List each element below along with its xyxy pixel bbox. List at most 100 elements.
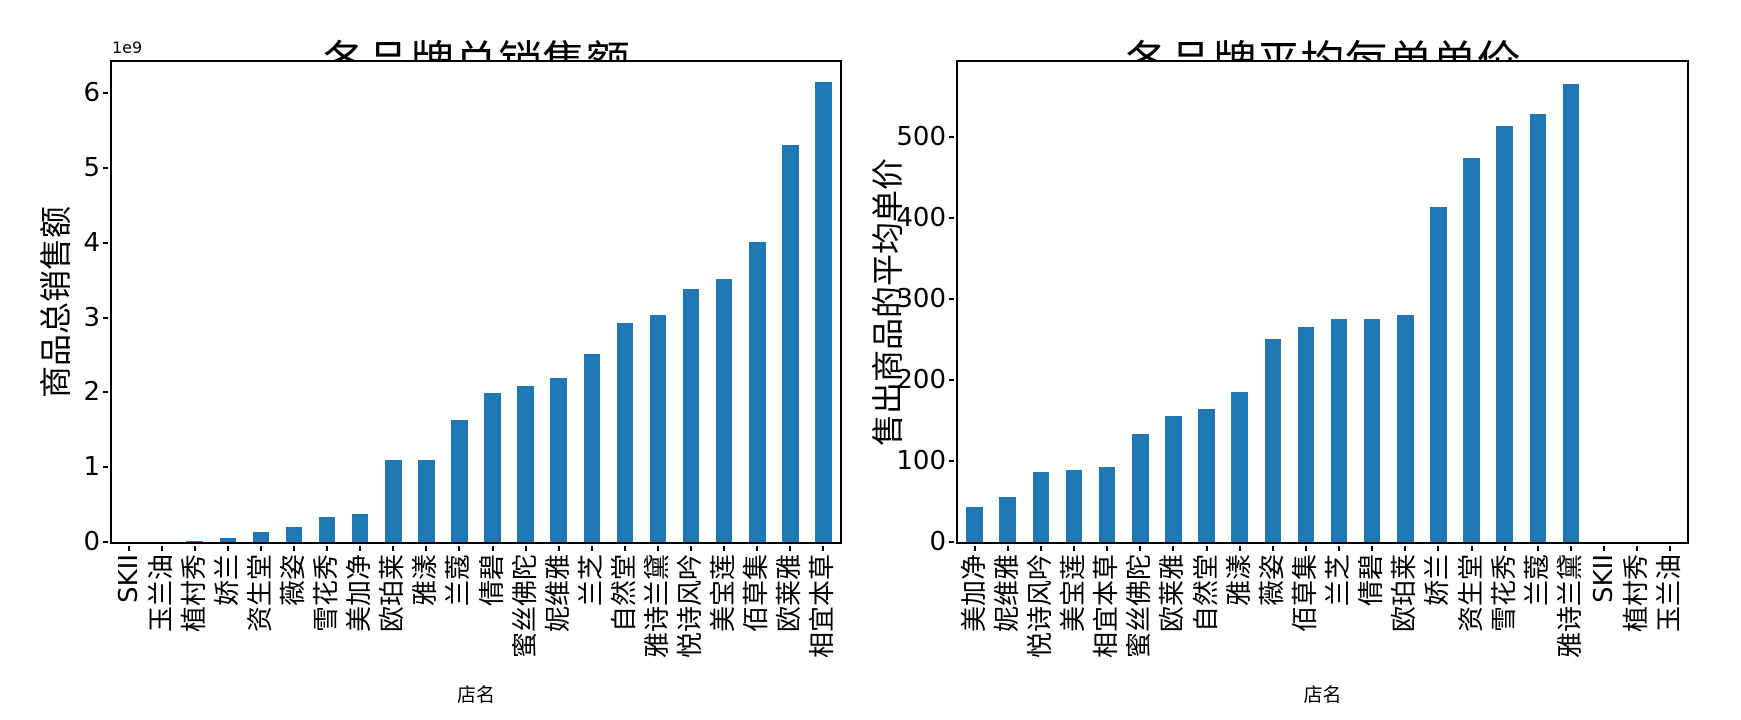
x-tick-mark xyxy=(193,546,196,551)
bar xyxy=(186,541,203,542)
x-tick-label: 悦诗风吟 xyxy=(676,554,707,659)
x-tick-mark xyxy=(1338,546,1341,551)
x-tick-mark xyxy=(690,546,693,551)
x-tick-mark xyxy=(293,546,295,551)
x-axis-label: 店名 xyxy=(1303,684,1342,706)
bar xyxy=(966,507,983,542)
y-tick-mark xyxy=(103,167,108,170)
y-axis-offset-text: 1e9 xyxy=(112,38,143,57)
x-tick-mark xyxy=(160,546,163,551)
x-tick-label: 兰芝 xyxy=(576,554,607,607)
y-tick-mark xyxy=(103,391,108,394)
bar xyxy=(451,420,468,542)
x-tick-mark xyxy=(127,546,130,551)
y-tick-label: 0 xyxy=(83,527,100,557)
x-tick-mark xyxy=(1470,546,1473,551)
y-tick-mark xyxy=(103,92,108,95)
y-tick-label: 200 xyxy=(896,365,946,396)
x-tick-label: 欧莱雅 xyxy=(775,554,806,633)
y-tick-mark xyxy=(949,217,954,220)
bar xyxy=(418,460,435,542)
x-tick-mark xyxy=(1172,546,1175,551)
bar xyxy=(649,315,667,542)
x-tick-label: 蜜丝佛陀 xyxy=(510,554,541,659)
y-tick-label: 6 xyxy=(83,78,100,109)
bar xyxy=(1529,114,1547,542)
y-tick-label: 3 xyxy=(83,302,100,333)
x-tick-mark xyxy=(789,546,792,551)
x-tick-label: 植村秀 xyxy=(1622,554,1653,633)
bar xyxy=(1065,470,1083,542)
bar xyxy=(219,538,237,542)
y-tick-mark xyxy=(103,541,108,543)
bar xyxy=(1231,392,1248,542)
x-tick-label: 植村秀 xyxy=(179,554,210,633)
bar xyxy=(1430,207,1447,542)
x-tick-label: 悦诗风吟 xyxy=(1025,554,1056,659)
x-tick-mark xyxy=(1205,546,1208,551)
bar xyxy=(1496,126,1514,542)
bar xyxy=(385,460,402,542)
x-tick-mark xyxy=(458,546,461,551)
x-tick-mark xyxy=(1006,546,1009,551)
x-tick-label: 娇兰 xyxy=(1423,554,1454,607)
x-tick-label: 美加净 xyxy=(959,554,990,633)
x-tick-mark xyxy=(590,546,593,551)
y-axis-label: 商品总销售额 xyxy=(37,205,75,399)
x-tick-mark xyxy=(1536,546,1539,551)
y-tick-label: 4 xyxy=(83,227,100,258)
bar xyxy=(550,378,567,542)
x-tick-mark xyxy=(1636,546,1639,551)
x-tick-mark xyxy=(657,546,659,551)
y-tick-mark xyxy=(103,466,108,469)
x-tick-label: 薇姿 xyxy=(279,554,309,607)
y-tick-label: 500 xyxy=(896,122,946,153)
y-tick-label: 300 xyxy=(896,284,946,315)
x-tick-mark xyxy=(1072,546,1075,551)
x-tick-mark xyxy=(973,546,976,551)
x-axis-label: 店名 xyxy=(456,684,495,706)
x-tick-label: 雅诗兰黛 xyxy=(1556,554,1587,659)
x-tick-label: 薇姿 xyxy=(1257,554,1288,607)
x-tick-label: SKII xyxy=(113,554,144,603)
x-tick-mark xyxy=(425,546,428,551)
bar xyxy=(484,393,501,542)
x-tick-mark xyxy=(1603,546,1606,551)
bar xyxy=(1198,409,1215,542)
x-tick-label: 倩碧 xyxy=(477,554,508,607)
x-tick-mark xyxy=(1238,546,1241,551)
x-tick-mark xyxy=(1271,546,1274,551)
bar xyxy=(1032,472,1050,542)
bar xyxy=(1330,319,1348,542)
bar xyxy=(1098,467,1116,542)
y-tick-mark xyxy=(103,316,108,319)
x-tick-mark xyxy=(623,546,626,551)
x-tick-mark xyxy=(1039,546,1042,551)
x-tick-mark xyxy=(392,546,395,551)
y-tick-label: 400 xyxy=(896,203,946,234)
x-tick-mark xyxy=(1404,546,1407,551)
plot-area: 0 100 200 300 400 500 美加净 妮维雅 悦诗风吟 美宝莲 相宜本草 蜜丝佛陀 欧莱雅… xyxy=(896,60,1689,658)
x-tick-label: 娇兰 xyxy=(212,554,243,607)
bar xyxy=(1562,84,1580,542)
x-tick-label: 雪花秀 xyxy=(1489,554,1520,633)
x-tick-mark xyxy=(1106,546,1109,551)
x-tick-label: 妮维雅 xyxy=(543,554,574,633)
y-tick-mark xyxy=(949,460,954,463)
x-tick-label: SKII xyxy=(1589,554,1620,603)
y-tick-mark xyxy=(949,541,954,543)
bar xyxy=(1264,339,1282,542)
bar xyxy=(1463,158,1480,542)
x-tick-label: 倩碧 xyxy=(1357,554,1388,607)
bar xyxy=(682,289,700,542)
x-tick-label: 雅漾 xyxy=(1224,554,1255,607)
x-tick-label: 美加净 xyxy=(345,554,376,633)
x-tick-mark xyxy=(1669,546,1672,551)
x-tick-label: 妮维雅 xyxy=(992,554,1023,633)
y-tick-label: 2 xyxy=(83,377,100,408)
bar xyxy=(999,497,1016,542)
x-tick-mark xyxy=(1437,546,1440,551)
x-tick-label: 玉兰油 xyxy=(1655,554,1686,633)
x-tick-label: 美宝莲 xyxy=(1058,554,1089,633)
